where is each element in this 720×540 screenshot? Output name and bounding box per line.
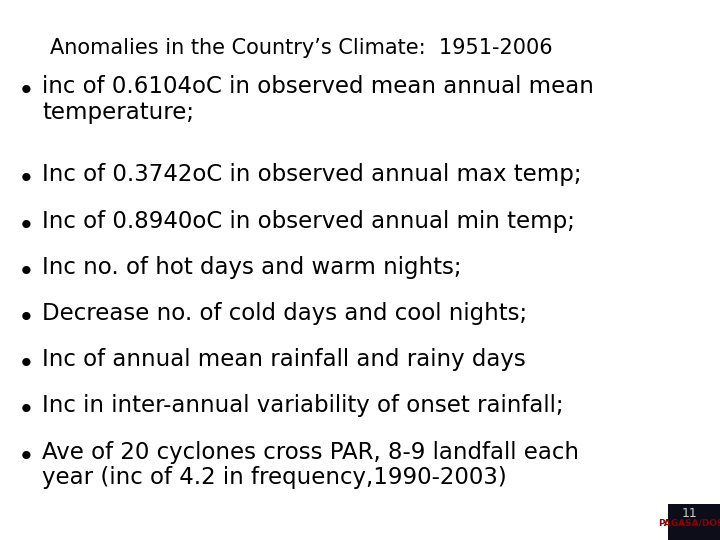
- FancyBboxPatch shape: [668, 504, 720, 540]
- Text: •: •: [18, 304, 35, 332]
- Text: Inc no. of hot days and warm nights;: Inc no. of hot days and warm nights;: [42, 256, 462, 279]
- Text: •: •: [18, 350, 35, 378]
- Text: Ave of 20 cyclones cross PAR, 8-9 landfall each
year (inc of 4.2 in frequency,19: Ave of 20 cyclones cross PAR, 8-9 landfa…: [42, 441, 579, 489]
- Text: PAGASA/DOST: PAGASA/DOST: [658, 518, 720, 527]
- Text: Inc of 0.3742oC in observed annual max temp;: Inc of 0.3742oC in observed annual max t…: [42, 164, 582, 186]
- Text: •: •: [18, 258, 35, 286]
- Text: Inc in inter-annual variability of onset rainfall;: Inc in inter-annual variability of onset…: [42, 394, 564, 417]
- Text: •: •: [18, 443, 35, 470]
- Text: •: •: [18, 165, 35, 193]
- Text: inc of 0.6104oC in observed mean annual mean
temperature;: inc of 0.6104oC in observed mean annual …: [42, 75, 594, 124]
- Text: Inc of 0.8940oC in observed annual min temp;: Inc of 0.8940oC in observed annual min t…: [42, 210, 575, 233]
- Text: Decrease no. of cold days and cool nights;: Decrease no. of cold days and cool night…: [42, 302, 527, 325]
- Text: •: •: [18, 77, 35, 105]
- Text: •: •: [18, 396, 35, 424]
- Text: •: •: [18, 212, 35, 240]
- Text: 11: 11: [682, 507, 698, 520]
- Text: Anomalies in the Country’s Climate:  1951-2006: Anomalies in the Country’s Climate: 1951…: [50, 38, 553, 58]
- Text: Inc of annual mean rainfall and rainy days: Inc of annual mean rainfall and rainy da…: [42, 348, 526, 371]
